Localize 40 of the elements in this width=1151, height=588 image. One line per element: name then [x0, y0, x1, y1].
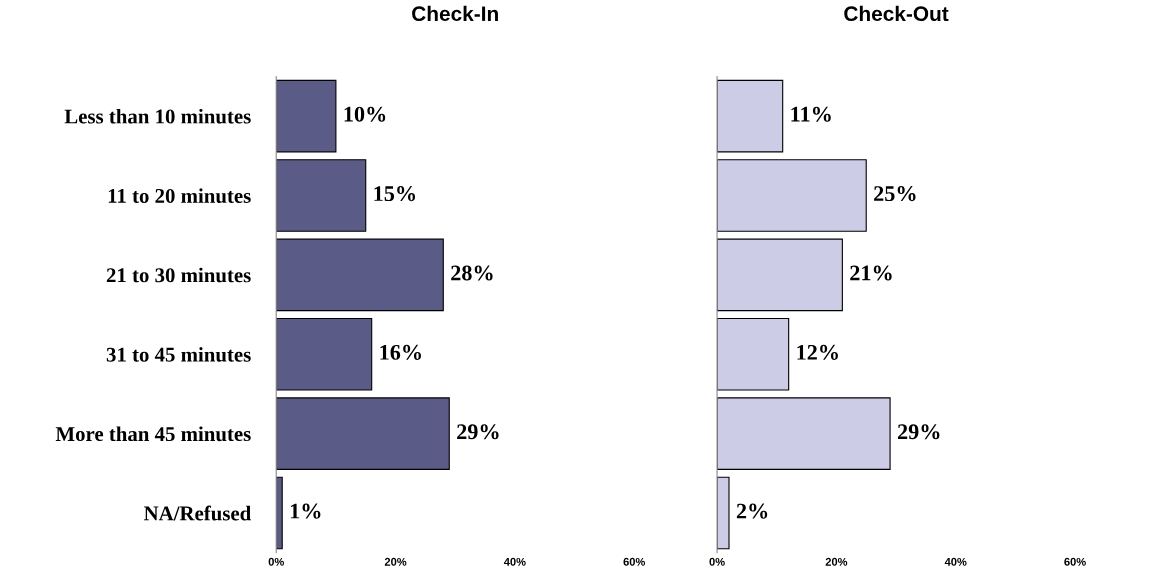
- chart-title: Check-Out: [844, 5, 949, 22]
- y-tick-label: 11 to 20 minutes: [108, 188, 251, 203]
- y-tick-label: 21 to 30 minutes: [106, 267, 251, 283]
- y-tick-label: 31 to 45 minutes: [106, 347, 251, 362]
- bar: [276, 317, 373, 391]
- data-label: 29%: [897, 424, 940, 440]
- bar: [717, 397, 891, 470]
- x-tick-label: 40%: [944, 557, 967, 566]
- bar: [717, 476, 730, 550]
- x-tick-label: 20%: [384, 557, 407, 566]
- data-label: 2%: [736, 503, 768, 519]
- y-tick-label: NA/Refused: [144, 505, 252, 521]
- bar: [717, 317, 790, 391]
- x-tick-label: 0%: [268, 557, 284, 566]
- x-tick-label: 40%: [503, 557, 526, 566]
- bar: [717, 238, 843, 312]
- x-tick-label: 0%: [709, 557, 725, 566]
- y-tick-label: More than 45 minutes: [55, 426, 251, 442]
- data-label: 15%: [374, 186, 416, 202]
- bar: [276, 238, 444, 312]
- bar: [276, 159, 367, 232]
- data-label: 11%: [791, 106, 831, 122]
- chart-title: Check-In: [412, 5, 498, 22]
- data-label: 25%: [874, 186, 916, 202]
- data-label: 12%: [797, 344, 838, 360]
- data-label: 29%: [457, 424, 499, 440]
- bar: [276, 79, 337, 153]
- data-label: 1%: [290, 503, 321, 519]
- bar: [276, 397, 450, 470]
- data-label: 10%: [344, 106, 386, 122]
- data-label: 16%: [380, 344, 421, 360]
- x-tick-label: 60%: [1064, 557, 1086, 566]
- bar: [717, 159, 867, 232]
- data-label: 28%: [451, 265, 493, 281]
- bar: [717, 79, 784, 153]
- data-label: 21%: [850, 265, 892, 281]
- x-tick-label: 20%: [825, 557, 848, 566]
- x-tick-label: 60%: [623, 557, 646, 566]
- bar: [276, 476, 283, 550]
- y-tick-label: Less than 10 minutes: [64, 108, 251, 124]
